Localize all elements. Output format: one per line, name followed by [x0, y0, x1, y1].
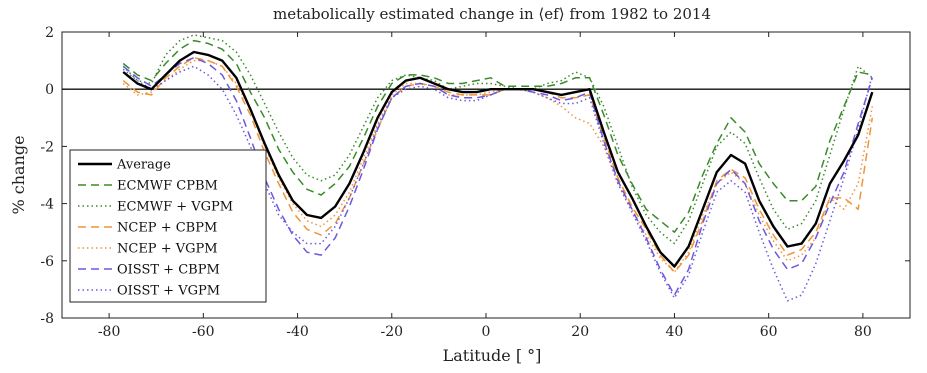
- y-tick-label: -6: [40, 254, 54, 270]
- legend-label: Average: [116, 158, 171, 173]
- y-axis-label: % change: [9, 135, 28, 214]
- series-line-ecmwf-vgpm: [122, 34, 873, 245]
- y-tick-label: -2: [40, 139, 54, 155]
- x-tick-label: -40: [286, 324, 309, 340]
- x-axis: -80 -60 -40 -20 0 20 40 60 80: [98, 324, 872, 340]
- x-tick-label: 60: [760, 324, 778, 340]
- x-tick-label: 80: [854, 324, 872, 340]
- legend-label: NCEP + VGPM: [117, 242, 218, 257]
- x-tick-label: 0: [482, 324, 491, 340]
- legend-box: [69, 149, 267, 303]
- y-tick-label: -4: [40, 197, 54, 213]
- legend-label: NCEP + CBPM: [117, 221, 217, 236]
- y-tick-label: -8: [40, 311, 54, 327]
- x-tick-label: -20: [381, 324, 404, 340]
- x-axis-label: Latitude [ °]: [443, 346, 542, 365]
- series-line-ncep-cbpm: [122, 56, 874, 273]
- legend-label: ECMWF + VGPM: [117, 200, 233, 215]
- series-line-average: [122, 50, 874, 268]
- legend-label: OISST + VGPM: [117, 284, 220, 299]
- x-tick-label: 40: [666, 324, 684, 340]
- legend-label: ECMWF CPBM: [117, 179, 218, 194]
- legend: Average ECMWF CPBM ECMWF + VGPM NCEP + CBPM…: [69, 149, 267, 303]
- legend-label: OISST + CBPM: [117, 263, 220, 278]
- plot-area: [61, 31, 911, 319]
- x-tick-label: 20: [571, 324, 589, 340]
- chart-title: metabolically estimated change in ⟨ef⟩ f…: [273, 5, 711, 23]
- series-line-ecmwf-cpbm: [122, 39, 873, 233]
- x-tick-label: -60: [192, 324, 215, 340]
- series-line-oisst-cbpm: [122, 56, 874, 296]
- x-tick-label: -80: [98, 324, 121, 340]
- y-tick-label: 2: [45, 25, 54, 41]
- y-axis: 2 0 -2 -4 -6 -8: [40, 25, 54, 327]
- y-tick-label: 0: [45, 82, 54, 98]
- series-line-ncep-vgpm: [122, 59, 874, 273]
